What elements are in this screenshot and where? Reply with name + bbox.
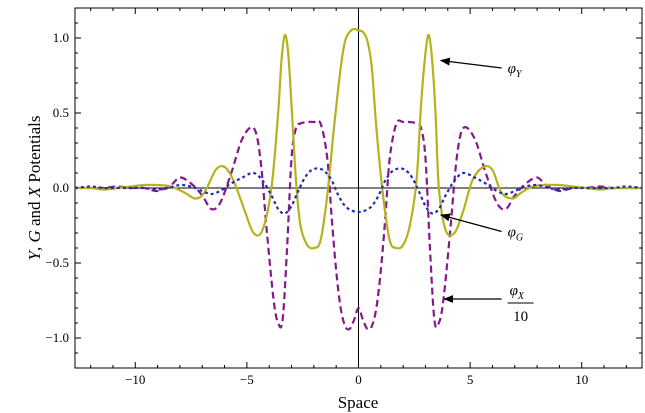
x-tick-label: 10 [575,372,588,387]
series-line-phi-x [75,119,642,331]
y-tick-label: 0.0 [53,180,69,195]
series-layer [74,27,643,331]
annotation-label: φY [508,61,523,80]
x-axis-title: Space [338,393,379,412]
ticks: −10 −5 0 5 10 −1.0 −0.5 0.0 0.5 1.0 [45,8,642,387]
y-tick-label: 0.5 [53,105,69,120]
y-axis-title: Y, G and X Potentials [25,116,44,261]
center-axes [75,8,642,368]
y-tick-label: 1.0 [53,30,69,45]
y-tick-label: −1.0 [45,330,69,345]
annotation-label: φG [508,225,524,244]
series-line-phi-y [74,27,642,250]
y-tick-label: −0.5 [45,255,69,270]
annotation-arrow [439,57,502,69]
x-tick-label: −10 [125,372,145,387]
annotation-label: φX [510,283,525,302]
x-tick-label: 5 [467,372,474,387]
annotation-arrow [439,213,502,233]
x-tick-label: 0 [355,372,362,387]
annotation-denominator: 10 [513,309,528,325]
x-tick-label: −5 [240,372,254,387]
series-line-phi-g [74,167,643,215]
